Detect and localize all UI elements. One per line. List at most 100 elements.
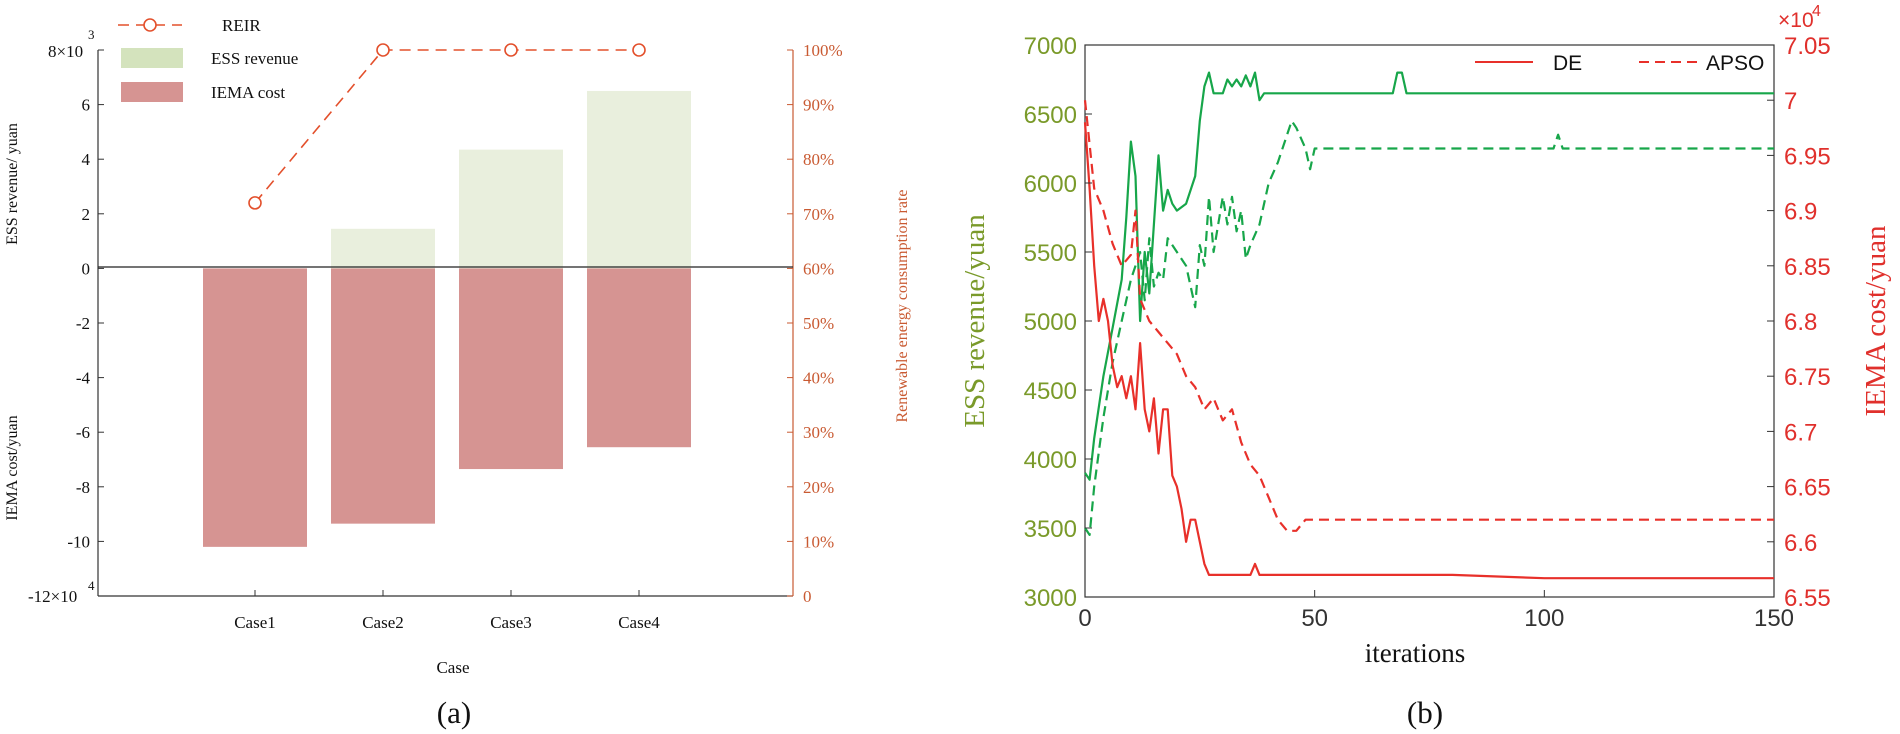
b-right-tick-label: 6.6: [1784, 530, 1817, 557]
b-right-tick-label: 6.8: [1784, 309, 1817, 336]
panel-a-bottom-exponent-power: 4: [88, 578, 95, 593]
a-right-tick-label: 10%: [803, 532, 834, 551]
panel-a-bottom-exponent-base: -12×10: [28, 587, 77, 606]
panel-b-x-ticks: 0 50 100 150: [1078, 590, 1794, 632]
a-left-tick-label: 4: [82, 150, 91, 169]
b-left-tick-label: 5500: [1024, 240, 1077, 267]
a-x-tick-label-case2: Case2: [362, 613, 404, 632]
panel-a-x-axis-label: Case: [436, 658, 469, 677]
panel-b-right-axis-label: IEMA cost/yuan: [1860, 225, 1892, 416]
bar-ess-revenue-case3: [459, 149, 563, 269]
a-left-tick-label: -6: [76, 423, 90, 442]
panel-a-left-ticks: 6 4 2 0 -2 -4 -6 -8 -10: [67, 49, 104, 597]
a-left-tick-label: -2: [76, 314, 90, 333]
a-right-tick-label: 80%: [803, 150, 834, 169]
bar-ess-revenue-case2: [331, 228, 435, 269]
panel-b-caption: (b): [1407, 695, 1443, 730]
panel-b-exponent-base: ×10: [1778, 9, 1814, 32]
panel-a-top-exponent-base: 8×10: [48, 42, 83, 61]
reir-marker-case4: [632, 43, 646, 57]
b-right-tick-label: 6.9: [1784, 199, 1817, 226]
panel-a-right-ticks: 100% 90% 80% 70% 60% 50% 40% 30% 20% 10% 0: [787, 41, 843, 606]
bar-iema-cost-case3: [459, 268, 563, 470]
a-right-tick-label: 30%: [803, 423, 834, 442]
legend-iema-cost-swatch: [121, 82, 183, 102]
panel-a-legend: REIR ESS revenue IEMA cost: [118, 16, 298, 102]
reir-marker-case3: [504, 43, 518, 57]
series-de-ess-revenue: [1084, 71, 1774, 481]
b-right-tick-label: 6.85: [1784, 254, 1831, 281]
a-left-tick-label: 2: [82, 205, 91, 224]
panel-b-x-axis-label: iterations: [1365, 638, 1465, 668]
a-left-tick-label: -4: [76, 369, 91, 388]
a-left-tick-label: -8: [76, 478, 90, 497]
a-x-tick-label-case3: Case3: [490, 613, 532, 632]
a-right-tick-label: 60%: [803, 259, 834, 278]
a-right-tick-label: 70%: [803, 205, 834, 224]
a-right-tick-label: 40%: [803, 369, 834, 388]
b-left-tick-label: 7000: [1024, 33, 1077, 60]
panel-b-exponent-power: 4: [1812, 3, 1821, 20]
series-apso-ess-revenue: [1084, 119, 1774, 537]
a-x-tick-label-case4: Case4: [618, 613, 660, 632]
b-x-tick-label: 100: [1524, 605, 1564, 632]
b-x-tick-label: 0: [1078, 605, 1091, 632]
a-left-tick-label: -10: [67, 532, 90, 551]
a-left-tick-label: 6: [82, 96, 91, 115]
reir-marker-case2: [376, 43, 390, 57]
legend-iema-cost-label: IEMA cost: [211, 83, 285, 102]
panel-a-reir-line: [248, 43, 646, 210]
series-de-iema-cost: [1083, 122, 1774, 580]
reir-line: [254, 49, 639, 204]
bar-iema-cost-case1: [203, 268, 307, 547]
b-right-tick-label: 7: [1784, 88, 1797, 115]
panel-a-top-exponent-power: 3: [88, 27, 95, 42]
a-left-tick-label: 0: [82, 259, 91, 278]
b-right-tick-label: 7.05: [1784, 33, 1831, 60]
legend-ess-revenue-swatch: [121, 48, 183, 68]
panel-b-left-axis-label: ESS revenue/yuan: [959, 214, 991, 428]
legend-apso-label: APSO: [1706, 52, 1764, 75]
legend-reir-label: REIR: [222, 16, 261, 35]
panel-a-x-ticks: Case1 Case2 Case3 Case4: [234, 590, 660, 632]
a-x-tick-label-case1: Case1: [234, 613, 276, 632]
panel-a-left-top-axis-label: ESS revenue/ yuan: [4, 123, 21, 245]
bar-iema-cost-case4: [587, 268, 691, 448]
a-right-tick-label: 20%: [803, 478, 834, 497]
panel-a-bars: [203, 90, 691, 547]
b-left-tick-label: 3000: [1024, 585, 1077, 612]
panel-b-right-ticks: 7.05 7 6.95 6.9 6.85 6.8 6.75 6.7 6.65 6.6 6.55: [1767, 33, 1831, 612]
b-left-tick-label: 6500: [1024, 102, 1077, 129]
bar-ess-revenue-case4: [587, 90, 691, 269]
b-x-tick-label: 50: [1301, 605, 1328, 632]
panel-a-right-axis-label: Renewable energy consumption rate: [894, 190, 911, 423]
a-right-tick-label: 100%: [803, 41, 843, 60]
legend-ess-revenue-label: ESS revenue: [211, 49, 298, 68]
panel-b-lines: [1083, 71, 1774, 580]
bar-iema-cost-case2: [331, 268, 435, 524]
reir-marker-case1: [248, 196, 262, 210]
legend-reir-marker: [143, 18, 157, 32]
b-right-tick-label: 6.55: [1784, 585, 1831, 612]
b-left-tick-label: 3500: [1024, 516, 1077, 543]
b-left-tick-label: 4500: [1024, 378, 1077, 405]
b-left-tick-label: 5000: [1024, 309, 1077, 336]
b-left-tick-label: 4000: [1024, 447, 1077, 474]
legend-de-label: DE: [1553, 52, 1582, 75]
b-left-tick-label: 6000: [1024, 171, 1077, 198]
panel-b-legend: DE APSO: [1475, 52, 1764, 75]
panel-a-left-bottom-axis-label: IEMA cost/yuan: [4, 415, 21, 520]
b-right-tick-label: 6.7: [1784, 419, 1817, 446]
a-right-tick-label: 50%: [803, 314, 834, 333]
panel-b-frame: [1084, 44, 1775, 598]
b-x-tick-label: 150: [1754, 605, 1794, 632]
b-right-tick-label: 6.65: [1784, 475, 1831, 502]
panel-b-left-ticks: 7000 6500 6000 5500 5000 4500 4000 3500 3000: [1024, 33, 1092, 612]
a-right-tick-label: 0: [803, 587, 812, 606]
a-right-tick-label: 90%: [803, 96, 834, 115]
series-apso-iema-cost: [1083, 100, 1774, 532]
b-right-tick-label: 6.75: [1784, 364, 1831, 391]
